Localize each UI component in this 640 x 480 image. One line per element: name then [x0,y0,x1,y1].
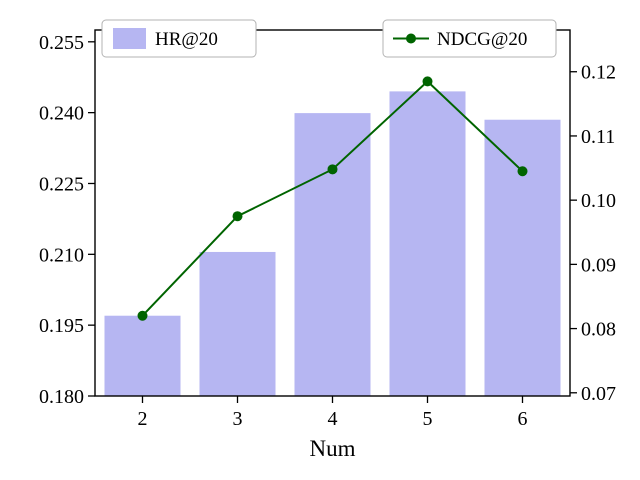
x-tick-label: 4 [328,408,338,430]
left-tick-label: 0.210 [39,244,84,266]
left-tick-label: 0.195 [39,315,84,337]
bar-hr20-6 [484,119,561,396]
right-tick-label: 0.07 [581,383,616,405]
legend-marker-swatch [406,33,416,44]
left-tick-label: 0.240 [39,103,84,125]
right-tick-label: 0.11 [581,126,615,148]
legend-ndcg20: NDCG@20 [382,19,557,58]
ndcg20-marker-4 [327,164,338,175]
x-tick-label: 2 [138,408,148,430]
legend-box [382,19,557,58]
legend-hr20: HR@20 [101,19,257,58]
legend-hr20-label: HR@20 [155,29,218,50]
bar-hr20-3 [199,251,276,396]
ndcg20-marker-6 [517,166,528,177]
bar-hr20-5 [389,91,466,396]
right-tick-label: 0.12 [581,62,616,84]
bar-hr20-4 [294,113,371,396]
right-tick-label: 0.10 [581,190,616,212]
ndcg20-marker-3 [232,211,243,222]
x-tick-label: 5 [423,408,433,430]
right-tick-label: 0.09 [581,254,616,276]
x-axis-label: Num [310,436,356,461]
x-tick-label: 3 [233,408,243,430]
left-tick-label: 0.225 [39,173,84,195]
bar-hr20-2 [104,315,181,396]
x-tick-label: 6 [518,408,528,430]
legend-bar-swatch [113,28,146,49]
ndcg20-marker-5 [422,76,433,87]
left-tick-label: 0.255 [39,32,84,54]
legend-ndcg20-label: NDCG@20 [437,29,527,50]
left-tick-label: 0.180 [39,386,84,408]
ndcg20-marker-2 [137,310,148,321]
right-tick-label: 0.08 [581,319,616,341]
